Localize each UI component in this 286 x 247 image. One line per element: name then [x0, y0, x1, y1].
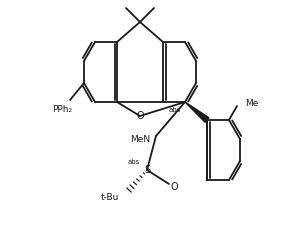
Text: abs: abs: [169, 107, 181, 113]
Text: O: O: [170, 182, 178, 192]
Text: S: S: [144, 165, 150, 175]
Text: Me: Me: [245, 100, 258, 108]
Polygon shape: [185, 102, 209, 122]
Text: O: O: [136, 111, 144, 121]
Text: t-Bu: t-Bu: [101, 193, 119, 203]
Text: abs: abs: [128, 159, 140, 165]
Text: PPh₂: PPh₂: [52, 105, 72, 115]
Text: MeN: MeN: [130, 135, 150, 144]
